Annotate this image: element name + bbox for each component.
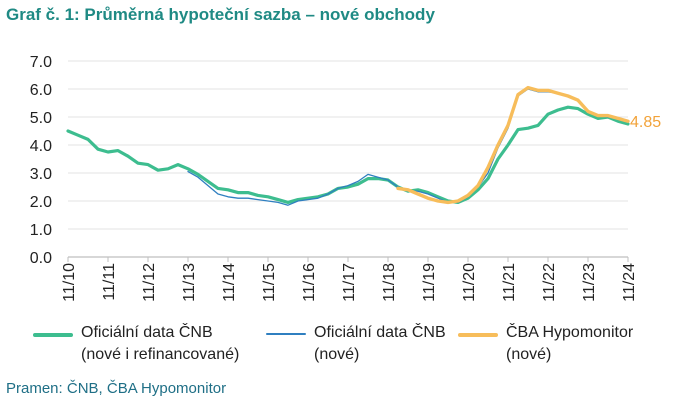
x-tick-label: 11/10 (61, 263, 78, 302)
x-tick-label: 11/21 (501, 263, 518, 302)
legend-sublabel: (nové) (506, 346, 552, 363)
legend-swatch-cnb-total (33, 333, 73, 337)
y-tick-label: 0.0 (30, 250, 52, 267)
line-chart: 0.0 1.0 2.0 3.0 4.0 5.0 6.0 7.0 11/10 11/11 11/12… (30, 54, 661, 302)
annotation-label: 4.85 (630, 114, 661, 131)
legend-label: ČBA Hypomonitor (506, 324, 634, 341)
x-tick-label: 11/18 (381, 263, 398, 302)
x-tick-label: 11/22 (541, 263, 558, 302)
x-tick-label: 11/16 (301, 263, 318, 302)
x-tick-label: 11/24 (621, 263, 638, 302)
legend-item-cba: ČBA Hypomonitor (nové) (458, 322, 633, 366)
x-tick-label: 11/23 (581, 263, 598, 302)
x-tick-label: 11/13 (181, 263, 198, 302)
source-note: Pramen: ČNB, ČBA Hypomonitor (6, 380, 227, 397)
y-tick-label: 7.0 (30, 54, 52, 71)
x-tick-label: 11/19 (421, 263, 438, 302)
y-tick-label: 1.0 (30, 222, 52, 239)
grid-lines (68, 60, 628, 258)
series-line-cba (396, 85, 630, 205)
legend-swatch-cnb-new (266, 333, 306, 335)
y-tick-label: 2.0 (30, 194, 52, 211)
legend: Oficiální data ČNB (nové i refinancované… (0, 322, 674, 372)
x-axis-ticks: 11/10 11/11 11/12 11/13 11/14 11/15 11/16 11/17… (61, 257, 638, 302)
x-tick-label: 11/12 (141, 263, 158, 302)
x-tick-label: 11/15 (261, 263, 278, 302)
x-tick-label: 11/20 (461, 263, 478, 302)
legend-label: Oficiální data ČNB (314, 324, 446, 341)
series-lines (66, 85, 630, 206)
x-tick-label: 11/14 (221, 263, 238, 302)
x-tick-label: 11/11 (101, 263, 118, 301)
annotations: 4.85 (630, 114, 661, 131)
y-tick-label: 3.0 (30, 166, 52, 183)
chart-title: Graf č. 1: Průměrná hypoteční sazba – no… (6, 5, 435, 24)
y-tick-label: 4.0 (30, 138, 52, 155)
legend-item-cnb-new: Oficiální data ČNB (nové) (266, 322, 446, 366)
legend-swatch-cba (458, 333, 498, 337)
legend-sublabel: (nové i refinancované) (81, 346, 240, 363)
x-tick-label: 11/17 (341, 263, 358, 302)
y-tick-label: 5.0 (30, 110, 52, 127)
y-axis-ticks: 0.0 1.0 2.0 3.0 4.0 5.0 6.0 7.0 (30, 54, 52, 267)
legend-sublabel: (nové) (314, 346, 360, 363)
legend-item-cnb-total: Oficiální data ČNB (nové i refinancované… (33, 322, 239, 366)
y-tick-label: 6.0 (30, 82, 52, 99)
series-line-cnb-total (66, 105, 630, 204)
series-line-cnb-new (187, 88, 629, 206)
legend-label: Oficiální data ČNB (81, 324, 213, 341)
